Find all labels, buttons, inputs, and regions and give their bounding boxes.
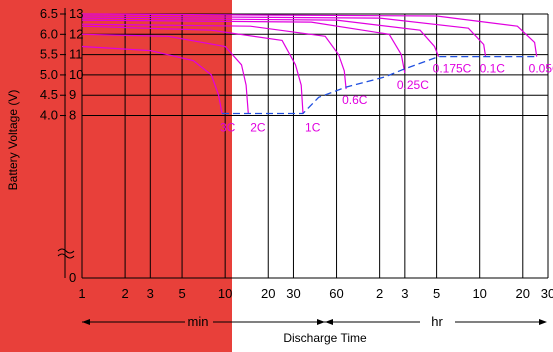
x-tick-label: 2 [121,286,128,301]
x-tick-label: 20 [516,286,530,301]
y-tick-label-left: 5.0 [40,67,58,82]
curve-0.1C [81,15,487,57]
x-tick-label: 30 [541,286,553,301]
hr-range-indicator: hr [325,314,547,329]
hr-label: hr [431,314,443,329]
y-tick-label-right: 13 [69,6,83,21]
curve-label: 0.25C [397,78,429,92]
x-tick-label: 1 [78,286,85,301]
y-tick-label-left: 4.0 [40,108,58,123]
y-tick-label-left: 6.5 [40,6,58,21]
red-overlay-region [0,0,232,352]
y-tick-label-right: 10 [69,67,83,82]
x-tick-label: 5 [178,286,185,301]
x-tick-label: 30 [286,286,300,301]
x-tick-label: 5 [433,286,440,301]
x-tick-label: 2 [376,286,383,301]
axes [57,8,548,279]
curves: 3C 2C 1C 0.6C 0.25C 0.175C 0.1C 0.05C [81,13,553,135]
x-tick-label: 10 [472,286,486,301]
x-tick-label: 10 [218,286,232,301]
axis-break-icon [57,248,75,259]
tick-labels: 1 2 3 5 10 20 30 60 2 3 5 10 20 306.56.05.55.04.54.01… [40,6,553,301]
min-label: min [188,314,209,329]
curve-label: 2C [250,121,266,135]
curve-label: 1C [305,121,321,135]
curve-0.6C [81,23,347,90]
curve-2C [81,33,249,114]
y-tick-label-left: 5.5 [40,47,58,62]
cutoff-voltage-line [222,55,537,115]
x-axis-title: Discharge Time [283,331,367,345]
x-tick-label: 60 [329,286,343,301]
curve-1C [81,25,304,114]
curve-0.175C [81,17,440,57]
curve-label: 0.05C [529,62,553,76]
x-tick-label: 3 [401,286,408,301]
curve-label: 3C [220,121,236,135]
y-tick-label-right: 11 [69,47,83,62]
y-tick-label-right: 0 [69,270,76,285]
y-tick-label-left: 4.5 [40,87,58,102]
grid [81,13,549,278]
min-range-indicator: min [82,314,325,329]
y-tick-label-right: 9 [69,87,76,102]
y-tick-label-left: 6.0 [40,26,58,41]
y-tick-label-right: 12 [69,26,83,41]
curve-label: 0.1C [480,62,506,76]
y-tick-label-right: 8 [69,108,76,123]
y-axis-title: Battery Voltage (V) [6,90,20,191]
x-tick-label: 20 [261,286,275,301]
curve-0.05C [81,13,538,57]
curve-3C [81,45,223,114]
x-tick-label: 3 [147,286,154,301]
curve-label: 0.175C [433,62,472,76]
curve-0.25C [81,19,406,74]
curve-label: 0.6C [342,93,368,107]
